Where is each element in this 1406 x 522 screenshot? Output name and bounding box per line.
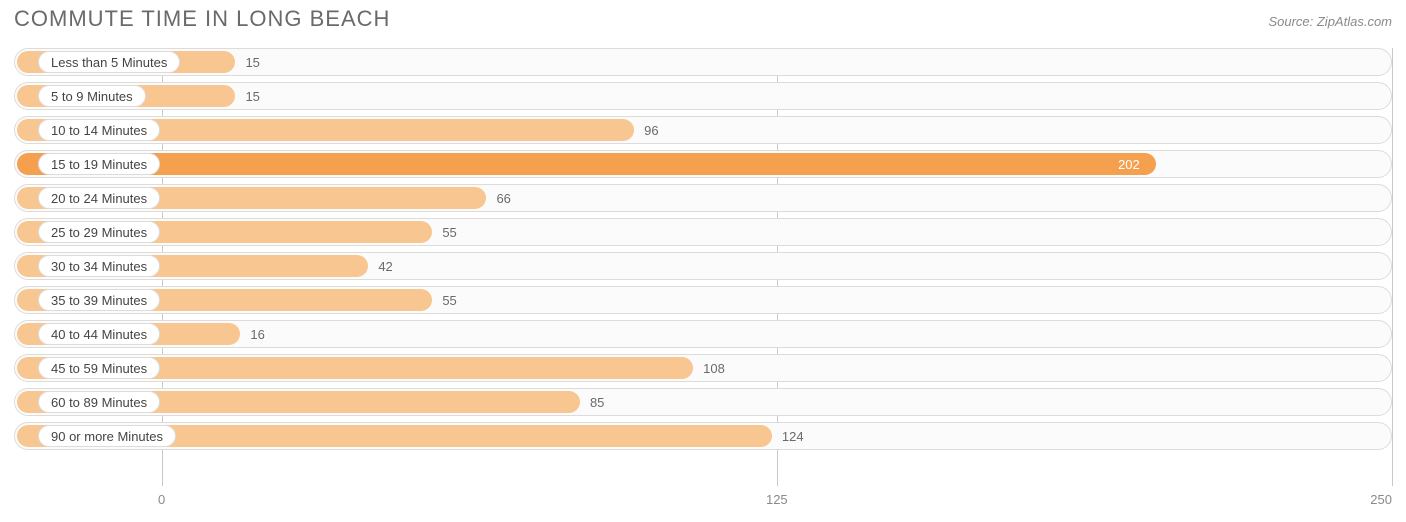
value-label: 124 xyxy=(772,422,814,450)
value-label: 55 xyxy=(432,218,466,246)
category-label: 40 to 44 Minutes xyxy=(38,323,160,345)
x-tick-label: 250 xyxy=(1370,492,1392,507)
category-label: Less than 5 Minutes xyxy=(38,51,180,73)
value-label: 15 xyxy=(235,82,269,110)
value-label: 96 xyxy=(634,116,668,144)
bar-row: 30 to 34 Minutes 42 xyxy=(14,252,1392,280)
bar-row: 40 to 44 Minutes 16 xyxy=(14,320,1392,348)
bar-row: 20 to 24 Minutes 66 xyxy=(14,184,1392,212)
category-label: 20 to 24 Minutes xyxy=(38,187,160,209)
gridline xyxy=(1392,48,1393,486)
value-label: 66 xyxy=(486,184,520,212)
value-label: 15 xyxy=(235,48,269,76)
bar-row: 60 to 89 Minutes 85 xyxy=(14,388,1392,416)
header: COMMUTE TIME IN LONG BEACH Source: ZipAt… xyxy=(14,6,1392,32)
category-label: 60 to 89 Minutes xyxy=(38,391,160,413)
value-label: 55 xyxy=(432,286,466,314)
category-label: 15 to 19 Minutes xyxy=(38,153,160,175)
bar-row: 45 to 59 Minutes 108 xyxy=(14,354,1392,382)
category-label: 30 to 34 Minutes xyxy=(38,255,160,277)
value-label: 108 xyxy=(693,354,735,382)
value-label: 85 xyxy=(580,388,614,416)
value-label: 202 xyxy=(1108,150,1150,178)
category-label: 35 to 39 Minutes xyxy=(38,289,160,311)
source-attribution: Source: ZipAtlas.com xyxy=(1268,14,1392,29)
chart-title: COMMUTE TIME IN LONG BEACH xyxy=(14,6,390,32)
category-label: 45 to 59 Minutes xyxy=(38,357,160,379)
bar-row: 10 to 14 Minutes 96 xyxy=(14,116,1392,144)
bar-row: Less than 5 Minutes 15 xyxy=(14,48,1392,76)
x-tick-label: 0 xyxy=(158,492,165,507)
bar xyxy=(17,153,1156,175)
category-label: 5 to 9 Minutes xyxy=(38,85,146,107)
category-label: 90 or more Minutes xyxy=(38,425,176,447)
category-label: 25 to 29 Minutes xyxy=(38,221,160,243)
chart-plot-area: Less than 5 Minutes 15 5 to 9 Minutes 15 10 … xyxy=(14,48,1392,486)
bar-row: 25 to 29 Minutes 55 xyxy=(14,218,1392,246)
bar-row: 35 to 39 Minutes 55 xyxy=(14,286,1392,314)
x-tick-label: 125 xyxy=(766,492,788,507)
bar-row: 90 or more Minutes 124 xyxy=(14,422,1392,450)
value-label: 42 xyxy=(368,252,402,280)
category-label: 10 to 14 Minutes xyxy=(38,119,160,141)
bar-row: 5 to 9 Minutes 15 xyxy=(14,82,1392,110)
x-axis: 0 125 250 xyxy=(14,492,1392,516)
chart-container: COMMUTE TIME IN LONG BEACH Source: ZipAt… xyxy=(0,0,1406,522)
bar-row: 15 to 19 Minutes 202 xyxy=(14,150,1392,178)
value-label: 16 xyxy=(240,320,274,348)
